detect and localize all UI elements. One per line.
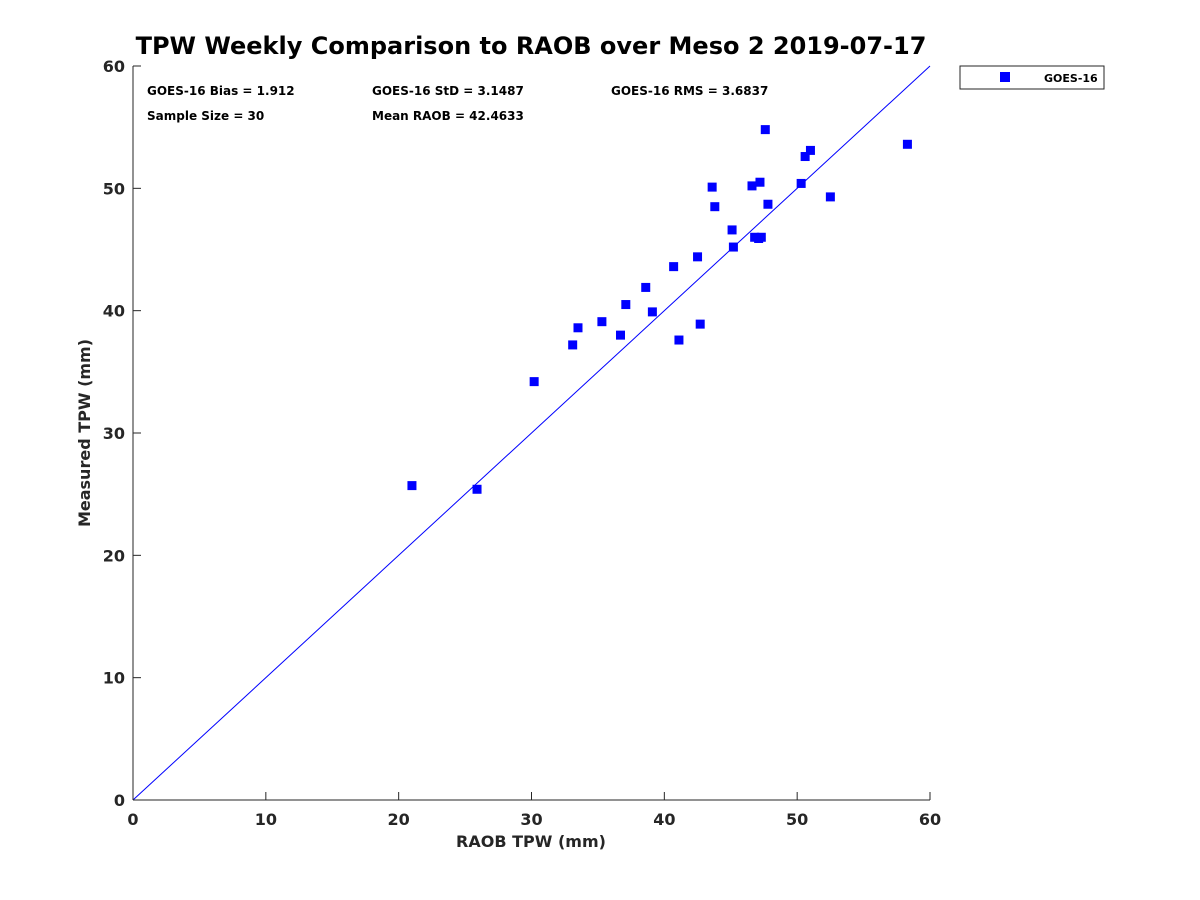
data-point <box>754 233 764 243</box>
stat-rms: GOES-16 RMS = 3.6837 <box>611 84 768 98</box>
data-point <box>902 139 912 149</box>
y-tick-label: 60 <box>103 57 125 76</box>
x-tick-label: 60 <box>919 810 941 829</box>
y-tick-label: 10 <box>103 669 125 688</box>
data-point <box>647 307 657 317</box>
data-point <box>597 317 607 327</box>
data-point <box>615 330 625 340</box>
stat-bias: GOES-16 Bias = 1.912 <box>147 84 295 98</box>
data-point <box>529 377 539 387</box>
data-point <box>472 484 482 494</box>
x-axis-label: RAOB TPW (mm) <box>456 832 606 851</box>
x-tick-label: 40 <box>653 810 675 829</box>
data-point <box>407 481 417 491</box>
x-tick-label: 20 <box>388 810 410 829</box>
y-tick-label: 0 <box>114 791 125 810</box>
reference-line-1to1 <box>132 65 931 801</box>
chart-title: TPW Weekly Comparison to RAOB over Meso … <box>136 32 927 60</box>
data-point <box>763 199 773 209</box>
y-tick-label: 30 <box>103 424 125 443</box>
data-point <box>707 182 717 192</box>
data-point <box>621 300 631 310</box>
stat-std: GOES-16 StD = 3.1487 <box>372 84 524 98</box>
data-point <box>573 323 583 333</box>
data-point <box>693 252 703 262</box>
data-point <box>695 319 705 329</box>
legend-box <box>959 65 1105 90</box>
x-tick-label: 30 <box>520 810 542 829</box>
x-tick-label: 0 <box>127 810 138 829</box>
y-tick-label: 40 <box>103 302 125 321</box>
legend-label-goes16: GOES-16 <box>1044 72 1098 85</box>
data-point <box>727 225 737 235</box>
y-tick-label: 50 <box>103 179 125 198</box>
stat-mean-raob: Mean RAOB = 42.4633 <box>372 109 524 123</box>
data-point <box>796 178 806 188</box>
data-point <box>710 202 720 212</box>
y-tick-label: 20 <box>103 546 125 565</box>
legend: GOES-16 <box>959 65 1105 90</box>
data-point <box>747 181 757 191</box>
data-point <box>674 335 684 345</box>
data-point <box>669 262 679 272</box>
data-point <box>805 145 815 155</box>
data-point <box>825 192 835 202</box>
data-point <box>641 282 651 292</box>
data-point <box>800 152 810 162</box>
data-point <box>728 242 738 252</box>
y-axis-label: Measured TPW (mm) <box>75 339 94 527</box>
data-point <box>760 125 770 135</box>
x-tick-label: 50 <box>786 810 808 829</box>
data-point <box>568 340 578 350</box>
x-tick-label: 10 <box>255 810 277 829</box>
data-point <box>755 177 765 187</box>
stat-sample-size: Sample Size = 30 <box>147 109 264 123</box>
legend-marker-goes16 <box>1000 72 1010 82</box>
